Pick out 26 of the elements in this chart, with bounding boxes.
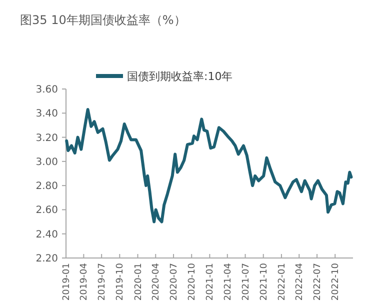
legend-label: 国债到期收益率:10年 — [127, 70, 233, 83]
xtick: 2020-10 — [188, 263, 198, 301]
xtick: 2022-10 — [331, 263, 342, 301]
ytick: 2.60 — [36, 205, 58, 216]
xtick: 2022-04 — [295, 263, 306, 301]
xtick: 2020-01 — [134, 263, 144, 301]
xtick: 2019-10 — [116, 263, 126, 301]
xtick: 2019-07 — [98, 263, 108, 301]
xtick: 2021-10 — [259, 263, 270, 301]
xtick: 2022-07 — [313, 263, 324, 301]
ytick: 2.20 — [36, 254, 58, 264]
xtick: 2020-04 — [152, 263, 162, 301]
xtick: 2021-01 — [206, 263, 216, 301]
xtick: 2019-04 — [80, 263, 90, 301]
ytick: 3.20 — [36, 132, 58, 144]
ytick: 3.40 — [36, 108, 58, 120]
ytick: 3.00 — [36, 156, 58, 168]
xtick: 2021-07 — [241, 263, 252, 301]
xtick: 2019-01 — [62, 263, 72, 301]
ytick: 3.60 — [36, 84, 58, 96]
title: 图35 10年期国债收益率（%） — [20, 13, 186, 27]
xtick: 2020-07 — [170, 263, 180, 301]
ytick: 2.80 — [36, 181, 58, 192]
xtick: 2022-01 — [277, 263, 288, 301]
ytick: 2.40 — [36, 229, 58, 240]
xtick: 2021-04 — [223, 263, 234, 301]
